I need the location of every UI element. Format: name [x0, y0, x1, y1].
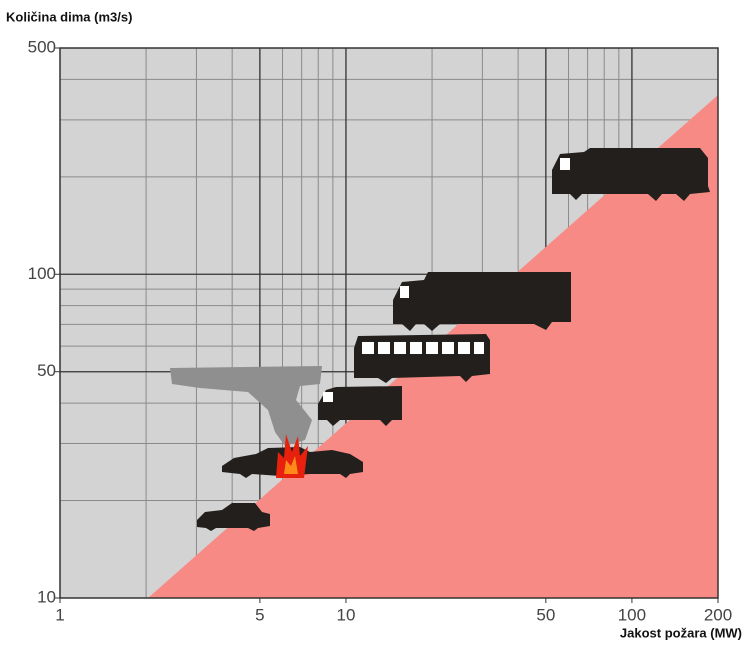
x-tick-label: 1	[55, 605, 64, 624]
x-tick-label: 5	[255, 605, 264, 624]
tanker-icon	[552, 148, 710, 201]
x-axis-title: Jakost požara (MW)	[620, 625, 742, 640]
x-tick-label: 10	[336, 605, 355, 624]
truck-window	[400, 286, 409, 298]
y-axis-title: Količina dima (m3/s)	[6, 9, 132, 24]
y-tick-label: 100	[28, 264, 56, 283]
y-tick-label: 10	[37, 587, 56, 606]
truck-icon	[393, 272, 571, 331]
x-tick-label: 200	[704, 605, 732, 624]
y-tick-label: 50	[37, 361, 56, 380]
y-tick-label: 500	[28, 37, 56, 56]
tanker-window	[560, 158, 570, 170]
x-tick-label: 50	[536, 605, 555, 624]
van-window	[323, 392, 333, 402]
bus-icon	[354, 334, 490, 383]
chart: Količina dima (m3/s) Jakost požara (MW) …	[0, 0, 746, 642]
x-tick-label: 100	[618, 605, 646, 624]
